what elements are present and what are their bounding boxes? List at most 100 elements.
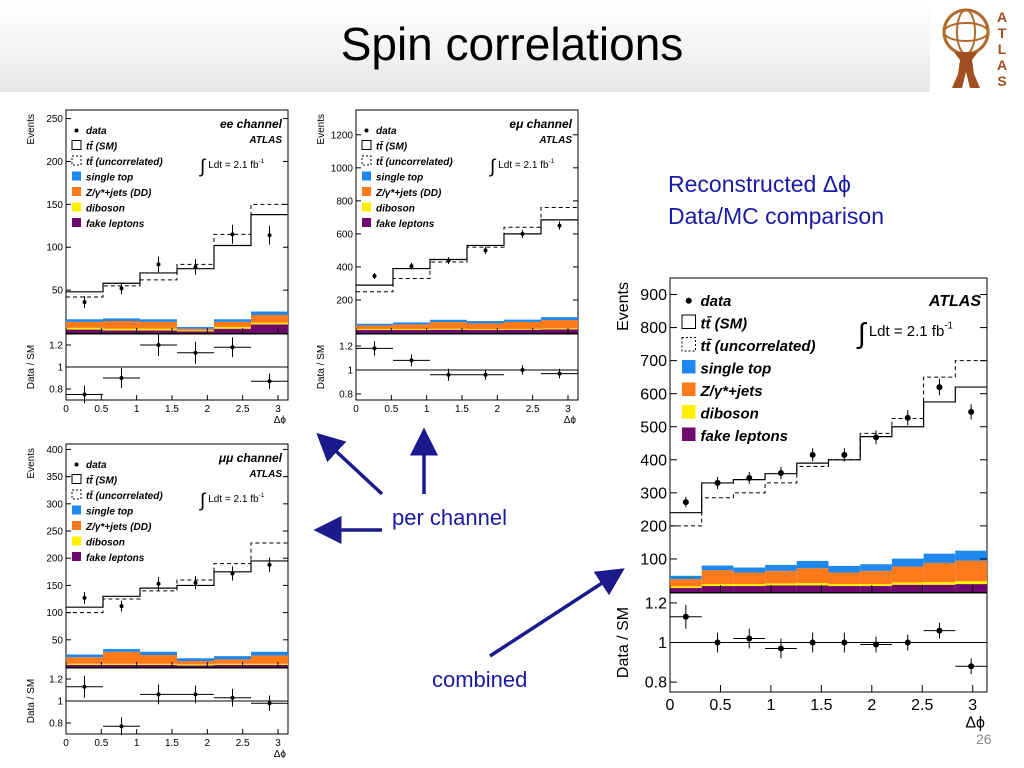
legend-fake-swatch xyxy=(362,218,371,227)
ratio-point xyxy=(873,641,880,648)
arrow-to-combined xyxy=(489,568,625,658)
x-tick-label: 1 xyxy=(424,404,430,415)
ratio-y-tick-label: 0.8 xyxy=(49,385,63,396)
ratio-y-tick-label: 0.8 xyxy=(645,675,667,692)
diboson-bar xyxy=(860,584,892,587)
chart-svg: 100 200 300 400 500 600 700 800 900 0.8 1 1.2 0 0.5 1 1… xyxy=(615,277,988,732)
ratio-y-tick-label: 0.8 xyxy=(339,390,353,401)
fake-bar xyxy=(467,330,504,333)
legend-label: single top xyxy=(86,507,133,518)
data-point xyxy=(119,604,124,609)
diboson-bar xyxy=(670,586,702,589)
fake-bar xyxy=(923,584,956,592)
ratio-point xyxy=(714,639,721,646)
single_top-bar xyxy=(541,317,578,321)
ratio-point xyxy=(777,645,784,652)
legend-label: fake leptons xyxy=(701,428,789,445)
x-tick-label: 2 xyxy=(495,404,501,415)
diboson-bar xyxy=(103,663,140,665)
y-tick-label: 200 xyxy=(46,157,63,168)
emu-channel-chart: 200 400 600 800 1000 1200 0.8 1 1.2 0 0.5 1 1.5 2 2.5 3… xyxy=(314,106,584,424)
y-axis-label: Events xyxy=(26,114,37,145)
legend-data-marker xyxy=(74,462,79,467)
fake-bar xyxy=(140,330,177,333)
diboson-bar xyxy=(891,582,924,585)
legend-uncorrelated-swatch xyxy=(681,337,696,352)
x-tick-label: 2 xyxy=(205,404,211,415)
x-tick-label: 1.5 xyxy=(165,738,179,749)
ratio-pad-frame xyxy=(355,333,579,401)
single_top-bar xyxy=(177,326,214,329)
x-tick-label: 2.5 xyxy=(911,697,933,714)
fake-bar xyxy=(214,328,251,333)
data-point xyxy=(483,248,488,253)
legend-single_top-swatch xyxy=(682,360,696,374)
ratio-point xyxy=(156,343,161,347)
diboson-bar xyxy=(733,584,766,587)
diboson-bar xyxy=(140,328,177,331)
legend-sm-swatch xyxy=(681,314,696,329)
slide-title: Spin correlations xyxy=(340,18,684,70)
zjets-bar xyxy=(177,328,214,331)
zjets-bar xyxy=(214,321,251,327)
y-tick-label: 50 xyxy=(52,635,64,646)
zjets-bar xyxy=(140,655,177,664)
legend-label: fake leptons xyxy=(86,553,145,564)
x-tick-label: 0 xyxy=(353,404,359,415)
ratio-point xyxy=(809,639,816,646)
combined-chart: 100 200 300 400 500 600 700 800 900 0.8 1 1.2 0 0.5 1 1… xyxy=(610,272,994,732)
ee-channel-chart: 50 100 150 200 250 0.8 1 1.2 0 0.5 1 1.5 2 2.5 3 Δϕ Even… xyxy=(24,106,294,424)
zjets-bar xyxy=(356,325,393,330)
ratio-point xyxy=(936,627,943,634)
zjets-bar xyxy=(66,657,103,664)
data-point xyxy=(267,562,272,567)
channel-label: ee channel xyxy=(220,117,283,131)
x-tick-label: 1.5 xyxy=(165,404,179,415)
y-tick-label: 200 xyxy=(336,295,353,306)
y-tick-label: 150 xyxy=(46,581,63,592)
uncorrelated-line xyxy=(670,360,987,527)
data-point xyxy=(904,414,911,421)
diboson-bar xyxy=(796,583,829,586)
single_top-bar xyxy=(140,651,177,656)
legend-data-marker xyxy=(685,297,692,304)
lumi-label: ∫ Ldt = 2.1 fb-1 xyxy=(199,491,265,512)
x-tick-label: 2.5 xyxy=(236,738,250,749)
data-point xyxy=(746,474,753,481)
legend-diboson-swatch xyxy=(72,202,81,212)
page-number: 26 xyxy=(976,731,992,747)
data-point xyxy=(557,223,562,228)
legend-label: single top xyxy=(86,173,133,184)
zjets-bar xyxy=(430,322,467,329)
x-axis-label: Δϕ xyxy=(274,749,287,758)
fake-bar xyxy=(504,329,541,333)
diboson-bar xyxy=(356,329,393,331)
legend-label: diboson xyxy=(701,406,759,423)
legend-diboson-swatch xyxy=(682,405,696,419)
atlas-label: ATLAS xyxy=(928,293,981,310)
legend-uncorrelated-swatch xyxy=(361,155,372,166)
y-tick-label: 300 xyxy=(46,499,63,510)
y-tick-label: 100 xyxy=(46,608,63,619)
top-pad-frame xyxy=(65,443,289,668)
ratio-y-tick-label: 1 xyxy=(347,366,353,377)
fake-bar xyxy=(541,329,578,333)
ratio-point xyxy=(119,376,124,380)
y-tick-label: 400 xyxy=(640,452,667,469)
x-tick-label: 0 xyxy=(63,404,69,415)
x-tick-label: 2.5 xyxy=(236,404,250,415)
zjets-bar xyxy=(467,323,504,330)
zjets-bar xyxy=(214,659,251,664)
data-point xyxy=(230,232,235,237)
ratio-axis-label: Data / SM xyxy=(26,679,37,723)
legend-data-marker xyxy=(364,128,369,133)
lumi-label: ∫ Ldt = 2.1 fb-1 xyxy=(856,318,953,350)
ratio-y-tick-label: 1.2 xyxy=(49,341,63,352)
data-point xyxy=(119,286,124,291)
legend-zjets-swatch xyxy=(72,187,81,196)
legend-label: tt̄ (SM) xyxy=(86,475,118,487)
zjets-bar xyxy=(733,572,766,585)
x-tick-label: 2 xyxy=(867,697,876,714)
diboson-bar xyxy=(765,583,797,586)
y-tick-label: 250 xyxy=(46,527,63,538)
